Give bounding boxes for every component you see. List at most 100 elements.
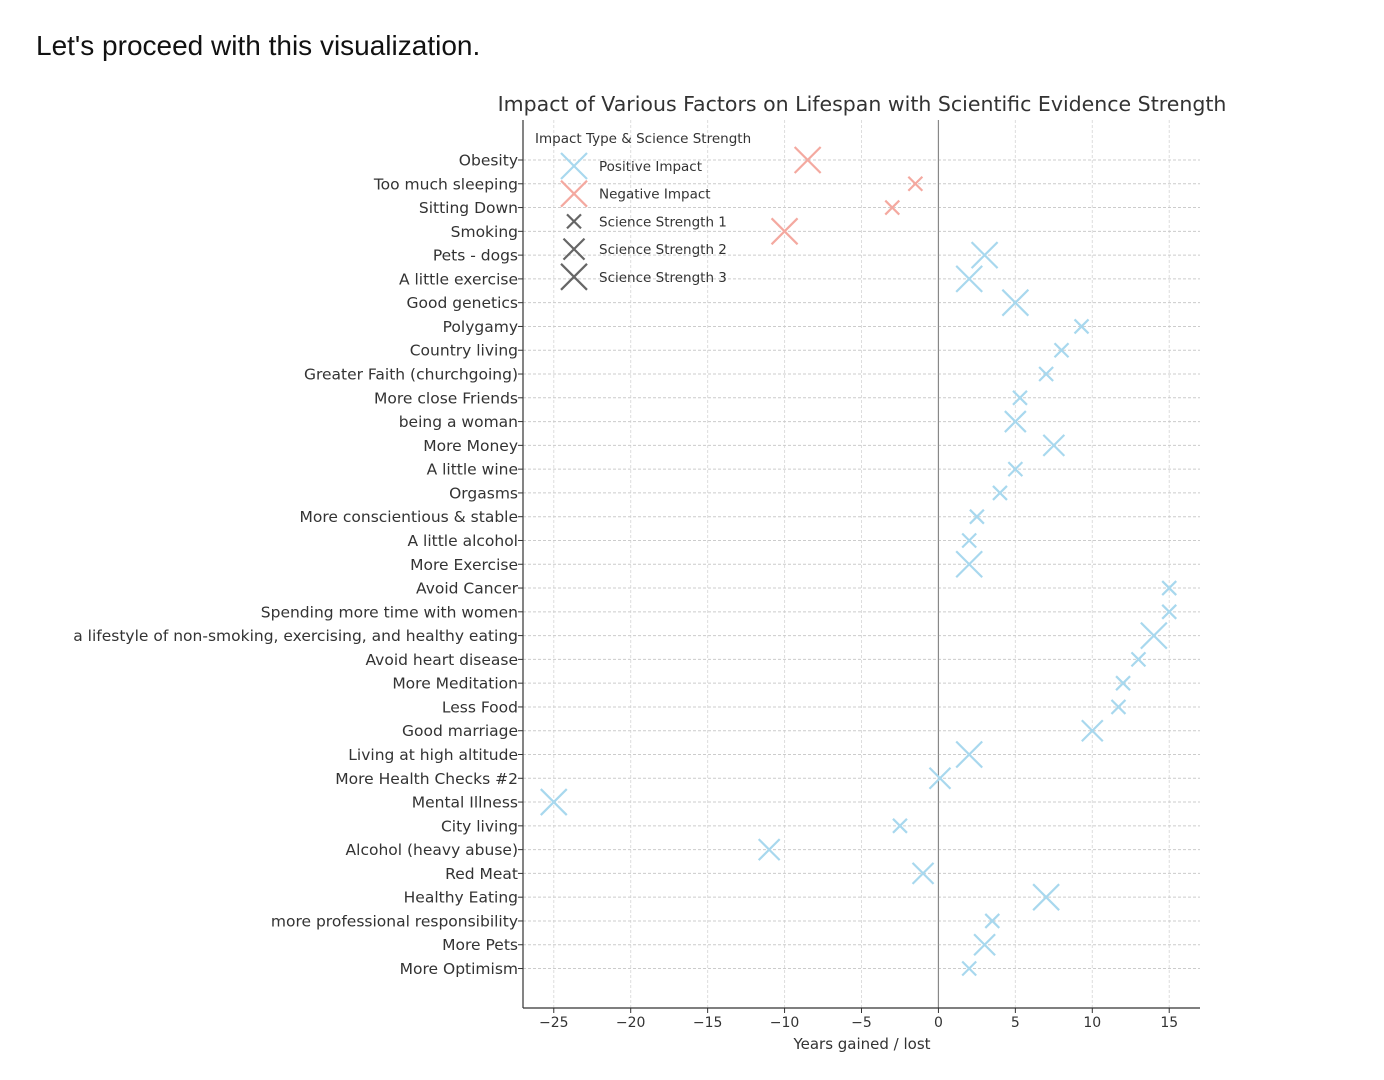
marker-stroke (1042, 434, 1066, 457)
y-tick-label: Greater Faith (churchgoing) (304, 366, 518, 384)
marker-stroke (961, 532, 977, 549)
y-tick-label: More conscientious & stable (300, 508, 518, 526)
x-tick-label: 10 (1083, 1015, 1101, 1031)
legend-title: Impact Type & Science Strength (535, 131, 751, 147)
x-tick-label: −25 (539, 1015, 569, 1031)
legend-label: Negative Impact (599, 187, 711, 203)
marker-stroke (1001, 288, 1030, 317)
data-point-positive (1140, 621, 1168, 650)
marker-stroke (1110, 699, 1127, 715)
marker-stroke (793, 146, 822, 174)
data-point-positive (1115, 675, 1131, 691)
data-point-positive (970, 241, 999, 269)
y-tick-label: Country living (410, 342, 518, 360)
y-tick-label: City living (441, 817, 518, 835)
x-tick-label: −15 (693, 1015, 723, 1031)
y-tick-label: More Exercise (410, 556, 518, 574)
y-tick-label: a lifestyle of non-smoking, exercising, … (73, 627, 518, 645)
marker-stroke (770, 217, 799, 246)
marker-stroke (928, 767, 952, 790)
y-tick-label: Red Meat (445, 865, 518, 883)
legend-label: Science Strength 2 (599, 242, 727, 258)
y-tick-label: A little wine (427, 461, 518, 479)
marker-stroke (1007, 461, 1024, 477)
marker-stroke (560, 179, 588, 208)
y-tick-label: Obesity (459, 152, 518, 170)
marker-stroke (1038, 366, 1054, 382)
data-point-positive (1073, 318, 1090, 335)
marker-stroke (969, 508, 985, 525)
marker-stroke (984, 913, 1001, 929)
y-tick-label: Sitting Down (419, 199, 518, 217)
marker-stroke (907, 176, 924, 192)
marker-stroke (961, 960, 977, 977)
data-point-positive (1007, 461, 1024, 477)
legend-label: Positive Impact (599, 159, 702, 175)
x-tick-label: −5 (851, 1015, 872, 1031)
data-point-positive (1038, 366, 1054, 382)
marker-stroke (1161, 604, 1178, 620)
marker-stroke (892, 818, 908, 834)
y-tick-label: More Pets (442, 936, 518, 954)
data-point-positive (1161, 580, 1178, 596)
legend-marker (560, 263, 588, 291)
marker-stroke (1053, 342, 1070, 359)
marker-stroke (911, 862, 935, 885)
data-point-positive (1053, 342, 1070, 359)
legend-marker (560, 152, 588, 180)
legend-label: Science Strength 3 (599, 270, 727, 286)
y-tick-label: Healthy Eating (404, 889, 518, 907)
y-tick-label: A little exercise (399, 270, 518, 288)
marker-stroke (539, 788, 568, 816)
y-tick-label: more professional responsibility (271, 912, 518, 930)
y-tick-label: Smoking (451, 223, 518, 241)
y-tick-label: Avoid Cancer (416, 580, 519, 598)
y-tick-label: More Health Checks #2 (335, 770, 518, 788)
y-tick-label: Living at high altitude (348, 746, 518, 764)
y-tick-label: Polygamy (443, 318, 518, 336)
y-tick-label: Mental Illness (412, 794, 518, 812)
data-point-positive (973, 933, 996, 957)
marker-stroke (1004, 410, 1027, 433)
y-tick-label: Good genetics (407, 294, 518, 312)
marker-stroke (884, 199, 901, 216)
legend-marker (562, 237, 586, 261)
data-point-negative (770, 217, 799, 246)
data-point-positive (539, 788, 568, 816)
legend-label: Science Strength 1 (599, 214, 727, 230)
marker-stroke (1161, 580, 1178, 596)
y-tick-label: A little alcohol (408, 532, 519, 550)
x-tick-label: −20 (616, 1015, 646, 1031)
data-point-positive (1042, 434, 1066, 457)
marker-stroke (970, 241, 999, 269)
y-tick-label: More Optimism (400, 960, 518, 978)
y-tick-label: Pets - dogs (433, 247, 518, 265)
data-point-negative (907, 176, 924, 192)
y-tick-label: Less Food (442, 698, 518, 716)
marker-stroke (1081, 719, 1104, 742)
marker-stroke (955, 265, 983, 293)
y-tick-label: More close Friends (374, 389, 518, 407)
chart-title: Impact of Various Factors on Lifespan wi… (498, 92, 1227, 116)
marker-stroke (560, 263, 588, 291)
data-point-positive (969, 508, 985, 525)
legend-marker (566, 213, 582, 230)
data-point-positive (984, 913, 1001, 929)
x-axis-label: Years gained / lost (792, 1035, 930, 1053)
data-point-positive (928, 767, 952, 790)
y-tick-label: Too much sleeping (373, 175, 518, 193)
y-tick-label: Good marriage (402, 722, 518, 740)
y-tick-label: Avoid heart disease (365, 651, 518, 669)
data-point-positive (1081, 719, 1104, 742)
data-point-negative (793, 146, 822, 174)
x-tick-label: 15 (1160, 1015, 1178, 1031)
x-tick-label: 0 (934, 1015, 943, 1031)
data-point-positive (992, 485, 1008, 501)
data-point-positive (1004, 410, 1027, 433)
legend-marker (560, 179, 588, 208)
data-point-positive (1032, 883, 1060, 911)
data-point-positive (1161, 604, 1178, 620)
y-tick-label: Spending more time with women (261, 603, 518, 621)
data-point-negative (884, 199, 901, 216)
